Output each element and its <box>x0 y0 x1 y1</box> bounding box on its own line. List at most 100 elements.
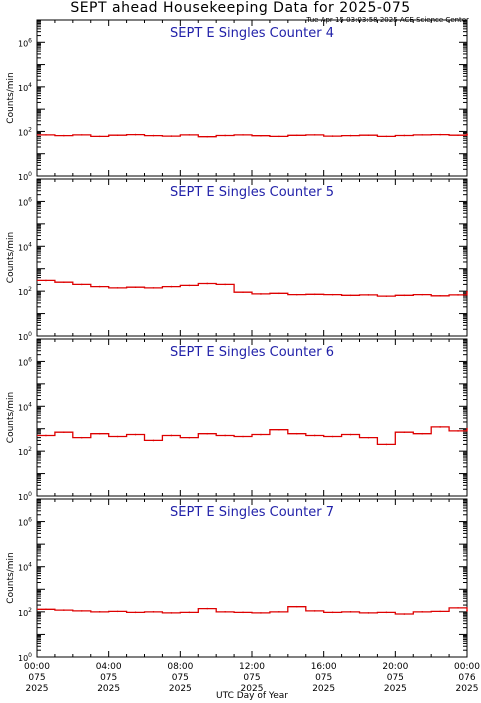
data-point <box>278 611 280 613</box>
data-point <box>313 610 316 612</box>
data-series-line <box>37 133 468 138</box>
data-point <box>224 134 226 137</box>
data-point <box>63 134 65 137</box>
y-axis-label: Counts/min <box>6 552 16 603</box>
data-point <box>152 439 155 442</box>
data-point <box>80 134 83 136</box>
data-point <box>116 610 119 613</box>
data-point <box>403 294 406 297</box>
y-tick-label: 104 <box>18 82 32 93</box>
y-tick-label: 104 <box>18 241 32 252</box>
data-point <box>385 135 388 138</box>
x-tick-label-doy: 075 <box>243 673 260 683</box>
panel-title: SEPT E Singles Counter 6 <box>170 345 334 360</box>
data-point <box>170 434 173 437</box>
data-point <box>134 433 137 436</box>
data-point <box>403 134 406 137</box>
data-point <box>421 432 424 435</box>
data-point <box>242 435 244 438</box>
data-point <box>98 285 101 288</box>
x-tick-label-doy: 075 <box>28 673 45 683</box>
y-tick-label: 106 <box>18 196 32 207</box>
x-tick-label-doy: 075 <box>172 673 189 683</box>
y-tick-label: 102 <box>18 607 32 618</box>
data-point <box>313 434 316 437</box>
y-tick-label: 100 <box>18 652 32 663</box>
y-tick-label: 100 <box>18 331 32 342</box>
data-point <box>224 283 226 286</box>
data-point <box>331 135 334 137</box>
data-point <box>421 611 424 613</box>
data-point <box>80 283 83 286</box>
panel-3: 100 102 104 106 Counts/min SEPT E Singles Cou… <box>6 338 468 502</box>
y-axis-label: Counts/min <box>6 392 16 443</box>
data-point <box>134 611 137 614</box>
data-point <box>260 433 262 436</box>
data-point <box>260 293 262 295</box>
x-axis-label: UTC Day of Year <box>216 691 288 701</box>
y-axis-label: Counts/min <box>6 72 16 123</box>
data-point <box>98 611 101 613</box>
x-tick-label-time: 00:00 <box>454 662 480 672</box>
x-tick-label-year: 2025 <box>312 684 335 694</box>
data-point <box>242 291 244 293</box>
data-point <box>457 294 459 296</box>
x-tick-label-doy: 075 <box>315 673 332 683</box>
data-point <box>421 134 424 136</box>
y-tick-label: 100 <box>18 171 32 182</box>
panel-1: 100 102 104 106 Counts/min SEPT E Singles Cou… <box>6 19 468 182</box>
data-point <box>188 134 191 136</box>
data-point <box>331 293 334 296</box>
data-point <box>385 295 388 297</box>
data-point <box>80 436 83 439</box>
y-tick-label: 106 <box>18 37 32 48</box>
data-point <box>224 434 226 437</box>
data-point <box>206 432 209 435</box>
plot-frame <box>36 498 468 658</box>
y-tick-label: 102 <box>18 286 32 297</box>
data-series-line <box>37 606 468 615</box>
data-point <box>80 610 83 612</box>
y-axis-label: Counts/min <box>6 232 16 283</box>
y-tick-label: 106 <box>18 517 32 528</box>
data-point <box>278 428 280 431</box>
data-point <box>349 433 352 436</box>
data-point <box>116 287 119 289</box>
x-tick-label-time: 00:00 <box>24 662 50 672</box>
data-point <box>242 134 244 136</box>
x-tick-label-time: 20:00 <box>382 662 408 672</box>
x-tick-label-time: 04:00 <box>96 662 122 672</box>
data-point <box>278 292 280 295</box>
data-point <box>242 611 244 614</box>
x-tick-label-doy: 075 <box>387 673 404 683</box>
data-point <box>134 133 137 136</box>
data-point <box>331 611 334 614</box>
plot-frame <box>36 338 468 497</box>
x-tick-label-year: 2025 <box>241 684 264 694</box>
panel-2: 100 102 104 106 Counts/min SEPT E Singles Cou… <box>6 178 468 342</box>
data-point <box>349 134 352 137</box>
plot-frame <box>36 178 468 337</box>
data-point <box>45 608 47 611</box>
y-tick-label: 102 <box>18 126 32 137</box>
data-point <box>45 134 47 136</box>
data-point <box>349 294 352 297</box>
y-tick-label: 106 <box>18 356 32 367</box>
data-point <box>188 284 191 287</box>
x-tick-label-time: 16:00 <box>311 662 337 672</box>
data-point <box>206 135 209 138</box>
data-point <box>403 613 406 615</box>
data-point <box>116 435 119 438</box>
data-point <box>206 282 209 285</box>
data-point <box>224 611 226 613</box>
page-title: SEPT ahead Housekeeping Data for 2025-07… <box>70 0 411 16</box>
data-point <box>152 134 155 137</box>
x-tick-label-year: 2025 <box>384 684 407 694</box>
data-point <box>466 427 468 430</box>
